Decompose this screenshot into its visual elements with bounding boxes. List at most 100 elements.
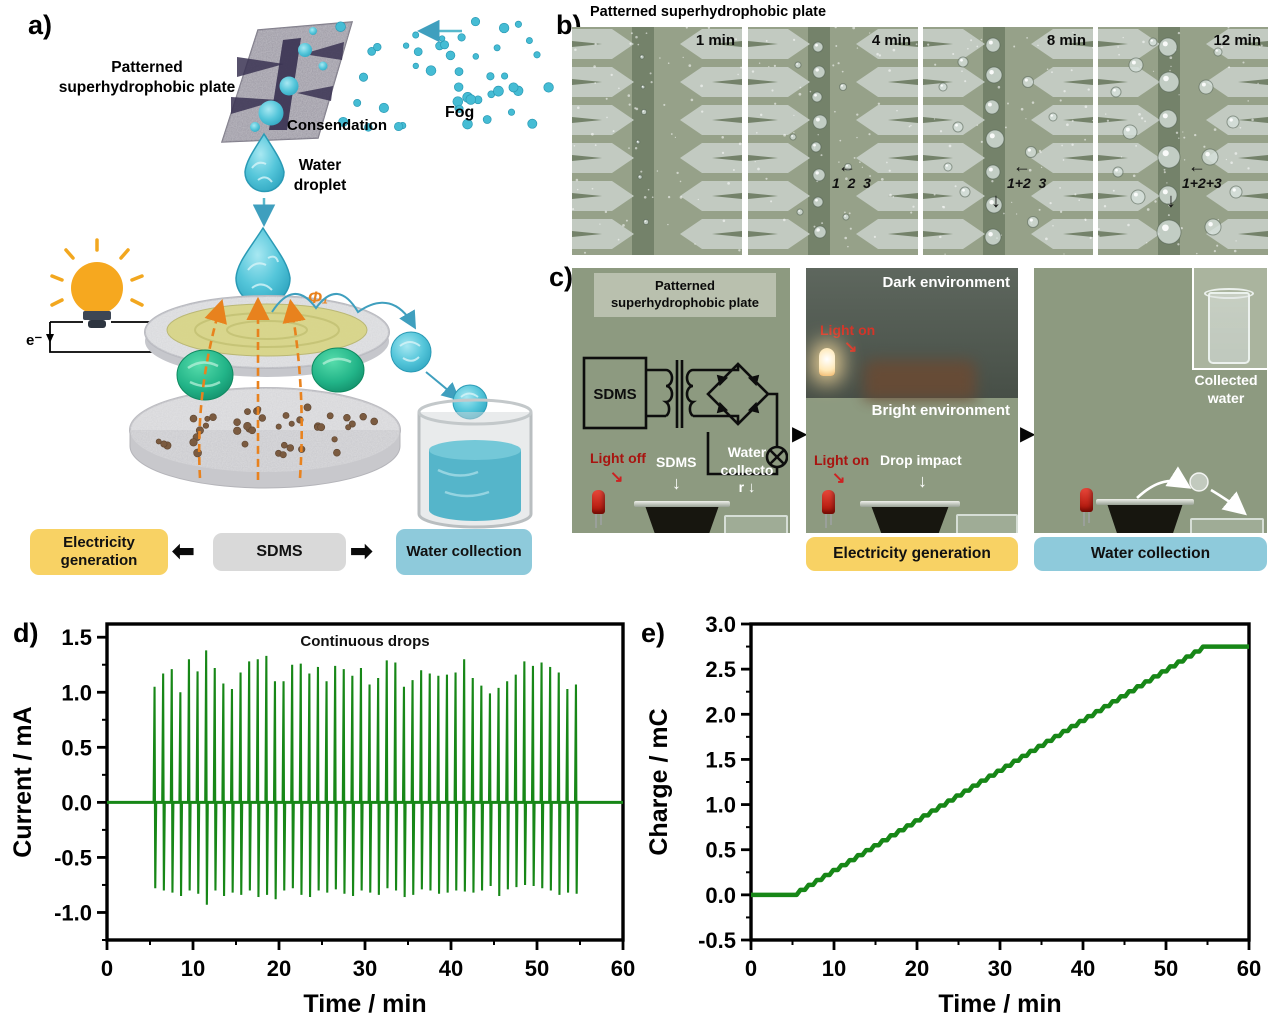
- device-plate: [1096, 499, 1194, 505]
- svg-text:40: 40: [1071, 956, 1095, 981]
- svg-text:Continuous drops: Continuous drops: [300, 633, 429, 650]
- step-arrow-icon: ▶: [792, 423, 808, 445]
- svg-text:50: 50: [1154, 956, 1178, 981]
- panel-a-schematic: e⁻ Φ₁ Patterned superhydroph: [26, 17, 554, 529]
- svg-text:Current / mA: Current / mA: [9, 706, 37, 857]
- svg-text:10: 10: [181, 956, 205, 981]
- bounce-arrows: [1136, 466, 1247, 516]
- svg-text:Time / min: Time / min: [938, 990, 1061, 1018]
- svg-text:2.5: 2.5: [705, 657, 736, 682]
- light-on-inset-label: Light on: [820, 322, 876, 338]
- device-cone: [645, 507, 719, 533]
- svg-text:0.5: 0.5: [61, 735, 92, 760]
- light-on-label: Light on: [814, 452, 870, 468]
- green-droplet: [176, 349, 234, 401]
- step-arrow-icon: ▶: [1020, 423, 1036, 445]
- plate-title-line2: superhydrophobic plate: [59, 79, 236, 96]
- svg-text:10: 10: [822, 956, 846, 981]
- sdms-device-label: SDMS: [656, 454, 697, 470]
- photo-water-collection: Collected water: [1034, 268, 1267, 533]
- collector-beaker: [956, 514, 1018, 533]
- svg-text:Charge / mC: Charge / mC: [645, 708, 673, 855]
- red-pointer-arrow-icon: ↘: [610, 469, 624, 486]
- svg-text:0: 0: [745, 956, 757, 981]
- svg-text:1.0: 1.0: [705, 793, 736, 818]
- collector-beaker: [1190, 518, 1264, 533]
- water-droplet-label-1: Water: [299, 157, 342, 174]
- photo-12min: 12 min ← 1+2+3 ↓: [1098, 27, 1268, 255]
- rectifier-circuit-diagram: SDMS: [582, 356, 788, 476]
- svg-text:50: 50: [525, 956, 549, 981]
- collected-water-inset: [1192, 268, 1267, 370]
- bounce-trajectory: [271, 292, 417, 330]
- plate-title-line1: Patterned: [111, 59, 183, 76]
- fog-particles: [335, 17, 554, 132]
- water-collection-caption: Water collection: [1034, 537, 1267, 571]
- droplet-numbers: 1+2 3: [1007, 175, 1047, 191]
- light-bulb: [50, 238, 144, 328]
- collector-pointer-arrow-icon: ↓: [747, 479, 756, 496]
- collector-beaker: [724, 515, 788, 533]
- superhydrophobic-plate: [220, 21, 354, 143]
- fog-label: Fog: [445, 104, 474, 121]
- panel-c-label: c): [549, 262, 574, 292]
- svg-text:0.0: 0.0: [705, 883, 736, 908]
- svg-text:1.5: 1.5: [705, 747, 736, 772]
- svg-text:20: 20: [905, 956, 929, 981]
- panel-b-title: Patterned superhydrophobic plate: [590, 4, 827, 20]
- svg-text:0.5: 0.5: [705, 838, 736, 863]
- light-off-label: Light off: [590, 450, 646, 466]
- charge-time-chart: 0 10 20 30 40 50 60 -0.5 0.0 0.5 1.0 1.5 2.0 2.5 3.0 Ti…: [641, 612, 1261, 1018]
- electron-flow-arrow: [46, 334, 54, 343]
- svg-text:-0.5: -0.5: [54, 845, 92, 870]
- drop-pointer-arrow-icon: ↓: [918, 471, 927, 491]
- flow-arrow-left-icon: ⬅: [172, 536, 195, 566]
- led-lamp: [592, 490, 605, 528]
- svg-text:30: 30: [353, 956, 377, 981]
- dark-cone-silhouette: [864, 360, 976, 400]
- collected-water-label: Collected water: [1194, 372, 1258, 406]
- red-pointer-arrow-icon: ↘: [832, 470, 846, 487]
- svg-text:3.0: 3.0: [705, 612, 736, 637]
- drop-impact-label: Drop impact: [880, 452, 962, 468]
- device-cone: [1107, 505, 1183, 533]
- water-vial: [1208, 292, 1250, 364]
- phi-label: Φ₁: [308, 288, 328, 307]
- collection-beaker: [417, 398, 533, 529]
- merge-arrow-left-icon: ←: [1013, 156, 1031, 176]
- dark-environment-inset: Dark environment Light on ↘: [806, 268, 1018, 400]
- merge-arrow-left-icon: ←: [1188, 156, 1206, 176]
- glowing-led: [819, 348, 835, 376]
- svg-text:0.0: 0.0: [61, 790, 92, 815]
- svg-text:e): e): [641, 618, 665, 648]
- svg-text:1.5: 1.5: [61, 625, 92, 650]
- svg-text:20: 20: [267, 956, 291, 981]
- electricity-generation-caption: Electricity generation: [806, 537, 1018, 571]
- plate-droplet: [298, 43, 312, 57]
- device-cone: [871, 507, 949, 533]
- sdms-device: [129, 295, 401, 489]
- svg-text:60: 60: [1237, 956, 1261, 981]
- svg-text:40: 40: [439, 956, 463, 981]
- bouncing-droplet-1: [390, 331, 432, 373]
- plate-caption-box: Patterned superhydrophobic plate: [594, 273, 776, 317]
- water-collection-box: Water collection: [396, 529, 532, 575]
- time-badge: 12 min: [1213, 32, 1261, 49]
- current-time-chart: 0 10 20 30 40 50 60 -1.0 -0.5 0.0 0.5 1.0 1.5 Time / …: [9, 618, 635, 1018]
- photo-4min: 4 min ← 1 2 3: [748, 27, 918, 255]
- led-lamp: [1080, 488, 1093, 526]
- svg-text:d): d): [13, 618, 38, 648]
- sdms-pointer-arrow-icon: ↓: [672, 473, 681, 493]
- photo-1min: 1 min: [572, 27, 742, 255]
- photo-electricity: Dark environment Light on ↘ Bright envir…: [806, 268, 1018, 533]
- svg-text:60: 60: [611, 956, 635, 981]
- dark-env-label: Dark environment: [882, 274, 1010, 291]
- panel-a-label: a): [28, 10, 53, 40]
- red-pointer-arrow-icon: ↘: [844, 339, 858, 356]
- device-plate: [860, 501, 960, 507]
- svg-text:Time / min: Time / min: [303, 990, 426, 1018]
- photo-8min: 8 min ← 1+2 3 ↓: [923, 27, 1093, 255]
- droplet-numbers: 1+2+3: [1182, 175, 1222, 191]
- sdms-box: SDMS: [213, 533, 346, 571]
- electricity-generation-box: Electricity generation: [30, 529, 168, 575]
